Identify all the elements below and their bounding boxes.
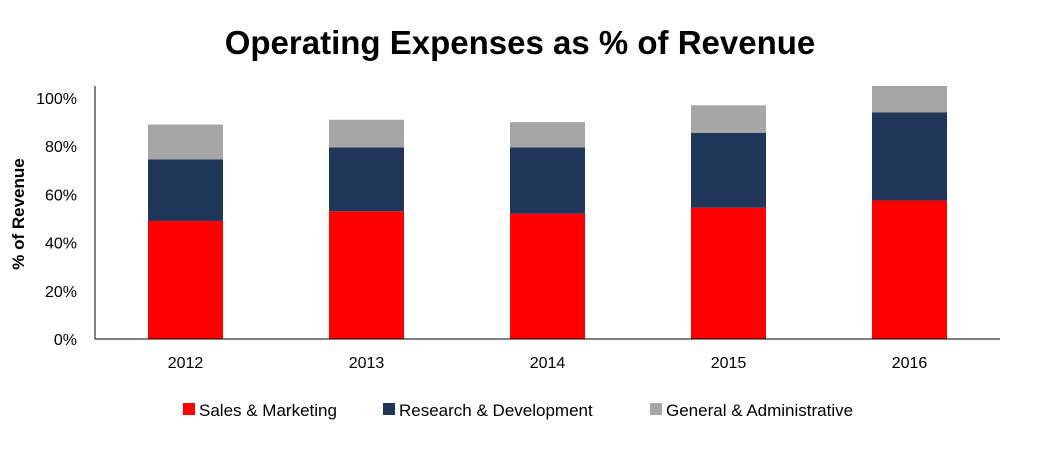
legend-label: Research & Development <box>399 401 593 420</box>
y-tick-label: 40% <box>45 236 77 253</box>
y-tick-label: 0% <box>54 332 77 349</box>
legend: Sales & Marketing Research & Development G… <box>183 401 853 420</box>
y-tick-label: 100% <box>36 91 77 108</box>
legend-label: Sales & Marketing <box>199 401 337 420</box>
y-tick-label: 80% <box>45 139 77 156</box>
bar-segment-research-development-2013 <box>329 147 404 212</box>
bar-segment-sales-marketing-2014 <box>510 213 585 339</box>
bar-segment-sales-marketing-2012 <box>148 220 223 339</box>
plot-area <box>148 86 947 339</box>
bar-segment-general-administrative-2012 <box>148 124 223 160</box>
y-axis-label: % of Revenue <box>9 158 28 269</box>
bar-segment-research-development-2012 <box>148 159 223 221</box>
bar-segment-research-development-2014 <box>510 147 585 214</box>
bar-segment-research-development-2015 <box>691 132 766 208</box>
legend-swatch <box>650 403 662 415</box>
bar-segment-general-administrative-2015 <box>691 105 766 133</box>
x-axis-ticks: 2012 2013 2014 2015 2016 <box>168 355 928 372</box>
bar-segment-sales-marketing-2015 <box>691 207 766 339</box>
legend-label: General & Administrative <box>666 401 853 420</box>
y-tick-label: 60% <box>45 187 77 204</box>
bar-segment-sales-marketing-2013 <box>329 211 404 339</box>
legend-swatch <box>383 403 395 415</box>
x-tick-label: 2014 <box>530 355 566 372</box>
bar-segment-research-development-2016 <box>872 112 947 201</box>
x-tick-label: 2012 <box>168 355 204 372</box>
bar-segment-general-administrative-2016 <box>872 86 947 113</box>
x-tick-label: 2013 <box>349 355 385 372</box>
bar-segment-general-administrative-2013 <box>329 119 404 148</box>
bar-segment-sales-marketing-2016 <box>872 200 947 339</box>
y-axis-ticks: 0% 20% 40% 60% 80% 100% <box>36 91 77 349</box>
bar-segment-general-administrative-2014 <box>510 122 585 148</box>
chart-title: Operating Expenses as % of Revenue <box>225 24 816 61</box>
legend-swatch <box>183 403 195 415</box>
x-tick-label: 2016 <box>892 355 928 372</box>
y-tick-label: 20% <box>45 284 77 301</box>
x-tick-label: 2015 <box>711 355 747 372</box>
